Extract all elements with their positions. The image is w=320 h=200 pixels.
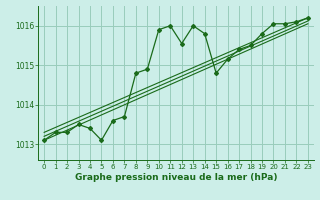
X-axis label: Graphe pression niveau de la mer (hPa): Graphe pression niveau de la mer (hPa) [75, 173, 277, 182]
